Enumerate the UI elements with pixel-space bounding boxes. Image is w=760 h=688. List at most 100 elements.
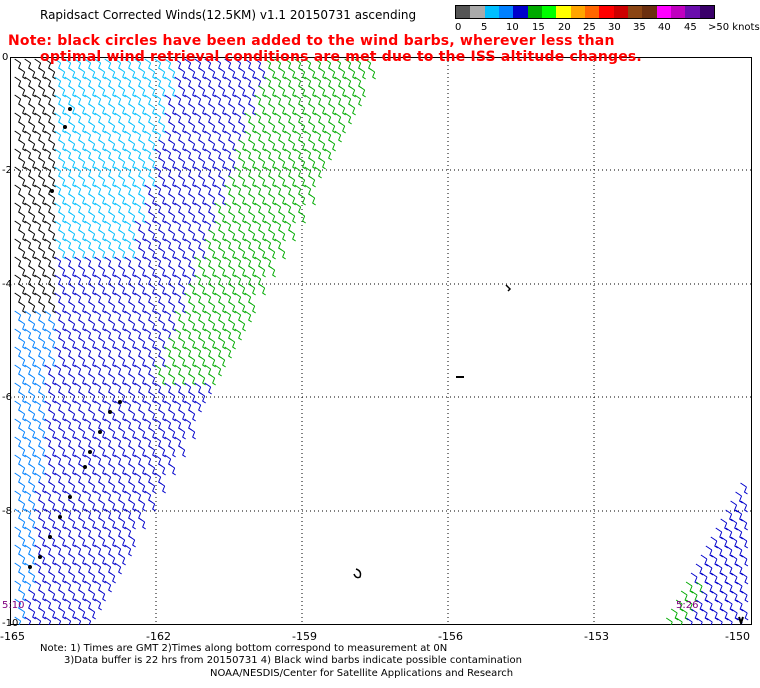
- wind-barb: [138, 463, 146, 476]
- wind-barb: [138, 139, 146, 152]
- wind-barb: [248, 139, 256, 152]
- wind-barb: [98, 535, 106, 548]
- wind-barb: [278, 229, 286, 242]
- wind-barb: [338, 67, 346, 80]
- pass-time-label-left: 5:10: [2, 600, 25, 611]
- wind-barb: [710, 590, 719, 603]
- wind-barb: [94, 598, 102, 611]
- wind-barb: [168, 409, 176, 422]
- wind-barb: [138, 247, 146, 260]
- wind-barb: [68, 355, 76, 368]
- wind-barb: [98, 211, 106, 224]
- wind-barb: [108, 337, 116, 350]
- wind-barb: [58, 337, 66, 350]
- wind-barb: [730, 500, 738, 513]
- quality-flag-dot: [48, 535, 52, 539]
- quality-flag-dot: [58, 515, 62, 519]
- wind-barb: [188, 67, 196, 80]
- wind-barb: [38, 571, 46, 584]
- wind-barb: [108, 229, 116, 242]
- wind-barb: [188, 211, 196, 224]
- wind-barb: [248, 121, 256, 134]
- wind-barb: [368, 67, 376, 80]
- wind-barb: [88, 139, 96, 152]
- wind-barb: [278, 193, 286, 206]
- wind-barb: [288, 67, 296, 80]
- wind-barb: [168, 139, 176, 152]
- wind-barb: [740, 536, 749, 549]
- scale-swatch: [642, 6, 657, 18]
- wind-barb: [78, 391, 86, 404]
- wind-barb: [730, 518, 738, 531]
- wind-barb: [238, 85, 246, 98]
- wind-barb: [28, 517, 36, 530]
- wind-barb: [228, 211, 236, 224]
- wind-barb: [318, 121, 326, 134]
- wind-barb: [18, 139, 26, 152]
- wind-barb: [248, 283, 256, 296]
- wind-barb: [318, 103, 326, 116]
- wind-barb: [308, 103, 316, 116]
- wind-barb: [78, 445, 86, 458]
- wind-barb: [138, 283, 146, 296]
- scale-swatch: [456, 6, 471, 18]
- wind-barb: [228, 175, 236, 188]
- wind-barb: [208, 247, 216, 260]
- wind-barb: [348, 103, 356, 116]
- wind-barb: [735, 545, 744, 558]
- wind-barb: [158, 445, 166, 458]
- wind-barb: [14, 454, 22, 467]
- wind-barb: [128, 67, 136, 80]
- wind-barb: [58, 481, 66, 494]
- wind-barb: [78, 481, 86, 494]
- wind-barb: [118, 121, 126, 134]
- wind-barb: [88, 157, 96, 170]
- wind-barb: [344, 112, 352, 125]
- wind-barb: [198, 337, 206, 350]
- wind-barb: [138, 499, 146, 512]
- wind-barb: [148, 355, 156, 368]
- wind-barb: [354, 94, 362, 107]
- wind-barb: [715, 563, 724, 576]
- wind-barb: [68, 607, 76, 620]
- wind-barb: [18, 211, 26, 224]
- wind-barb: [158, 373, 166, 386]
- wind-barb: [18, 373, 26, 386]
- wind-barb: [690, 572, 699, 585]
- wind-barb: [78, 265, 86, 278]
- wind-barb: [695, 599, 704, 612]
- wind-barb: [188, 283, 196, 296]
- wind-barb: [38, 265, 46, 278]
- wind-barb: [248, 265, 256, 278]
- wind-barb: [198, 139, 206, 152]
- wind-barb: [725, 545, 734, 558]
- wind-barb: [268, 175, 276, 188]
- wind-barb: [148, 409, 156, 422]
- wind-barb: [98, 445, 106, 458]
- wind-barb: [78, 85, 86, 98]
- wind-barb: [58, 103, 66, 116]
- wind-barb: [725, 563, 734, 576]
- wind-barb: [78, 553, 86, 566]
- wind-barb: [68, 67, 76, 80]
- wind-barb: [118, 517, 126, 530]
- wind-barb: [118, 193, 126, 206]
- wind-barb: [128, 103, 136, 116]
- wind-barb: [108, 175, 116, 188]
- wind-barb: [38, 103, 46, 116]
- wind-barb: [38, 535, 46, 548]
- wind-barb: [68, 103, 76, 116]
- wind-barb: [328, 85, 336, 98]
- wind-barb: [88, 229, 96, 242]
- wind-barb: [138, 445, 146, 458]
- wind-barb: [138, 427, 146, 440]
- y-tick-minus4: -4: [2, 279, 12, 290]
- quality-flag-dot: [88, 450, 92, 454]
- wind-barb: [740, 608, 749, 621]
- wind-barb: [208, 265, 216, 278]
- wind-barb: [38, 121, 46, 134]
- wind-barb: [68, 571, 76, 584]
- wind-barb: [128, 319, 136, 332]
- wind-barb: [98, 337, 106, 350]
- wind-barb: [248, 229, 256, 242]
